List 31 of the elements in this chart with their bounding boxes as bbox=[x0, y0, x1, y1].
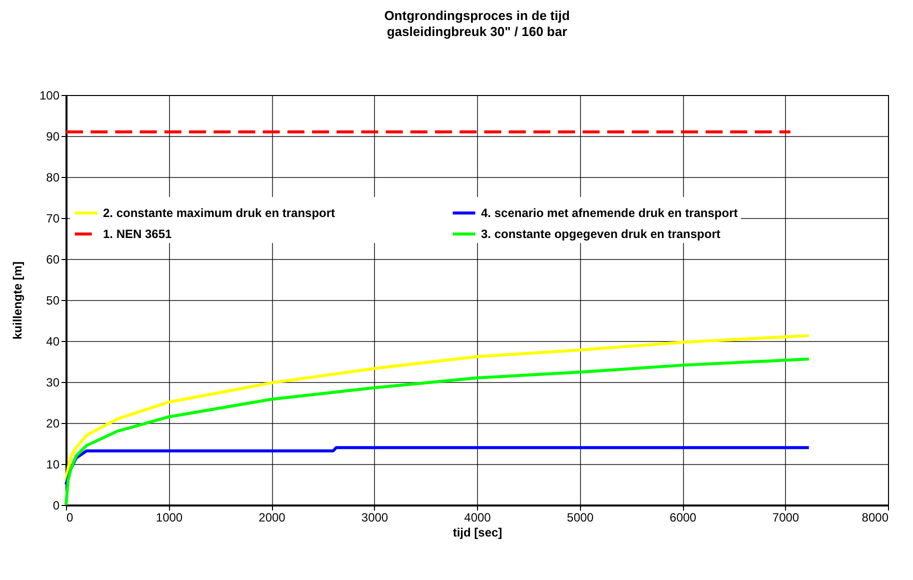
line-series bbox=[64, 446, 810, 486]
y-tick-label: 10 bbox=[46, 458, 60, 472]
legend-label: 2. constante maximum druk en transport bbox=[103, 206, 336, 220]
x-tick-label: 2000 bbox=[258, 510, 286, 524]
chart-subtitle: gasleidingbreuk 30" / 160 bar bbox=[386, 24, 568, 39]
x-tick-label: 3000 bbox=[361, 510, 388, 524]
y-tick-label: 60 bbox=[46, 252, 60, 266]
x-tick-label: 6000 bbox=[670, 510, 697, 524]
line-series bbox=[64, 334, 810, 482]
x-axis-title: tijd [sec] bbox=[452, 526, 502, 540]
y-axis-title: kuillengte [m] bbox=[10, 261, 24, 340]
y-tick-label: 70 bbox=[46, 212, 60, 226]
legend-label: 4. scenario met afnemende druk en transport bbox=[481, 206, 738, 220]
y-tick-label: 50 bbox=[46, 294, 60, 308]
x-tick-label: 7000 bbox=[772, 510, 800, 524]
chart-title: Ontgrondingsproces in de tijd bbox=[384, 8, 570, 23]
y-tick-label: 40 bbox=[46, 334, 60, 348]
line-series bbox=[64, 358, 810, 506]
y-tick-label: 90 bbox=[46, 130, 60, 144]
x-tick-label: 5000 bbox=[566, 510, 594, 524]
legend-label: 3. constante opgegeven druk en transport bbox=[481, 227, 720, 241]
x-tick-label: 1000 bbox=[156, 510, 183, 524]
x-tick-label: 0 bbox=[66, 510, 74, 524]
y-tick-label: 80 bbox=[46, 170, 60, 184]
y-tick-label: 0 bbox=[52, 498, 60, 512]
y-tick-label: 20 bbox=[46, 416, 60, 430]
legend-label: 1. NEN 3651 bbox=[103, 227, 172, 241]
y-tick-label: 100 bbox=[39, 88, 60, 102]
x-tick-label: 4000 bbox=[464, 510, 492, 524]
x-tick-label: 8000 bbox=[862, 510, 889, 524]
y-tick-label: 30 bbox=[46, 376, 60, 390]
